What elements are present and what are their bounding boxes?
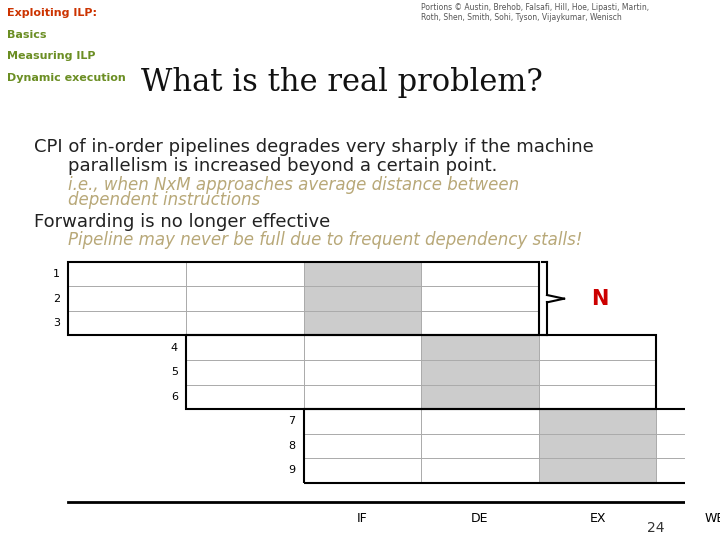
Text: Basics: Basics (7, 30, 46, 40)
Bar (421, 335, 539, 409)
Text: parallelism is increased beyond a certain point.: parallelism is increased beyond a certai… (68, 157, 498, 174)
Bar (186, 335, 657, 409)
Text: IF: IF (357, 512, 368, 525)
Text: WB: WB (705, 512, 720, 525)
Text: 5: 5 (171, 367, 178, 377)
Bar (304, 262, 421, 335)
Text: Forwarding is no longer effective: Forwarding is no longer effective (35, 213, 330, 231)
Text: 8: 8 (288, 441, 295, 451)
Text: Exploiting ILP:: Exploiting ILP: (7, 8, 97, 18)
Text: DE: DE (471, 512, 489, 525)
Text: Measuring ILP: Measuring ILP (7, 51, 95, 62)
Text: Portions © Austin, Brehob, Falsafi, Hill, Hoe, Lipasti, Martin,
Roth, Shen, Smit: Portions © Austin, Brehob, Falsafi, Hill… (421, 3, 649, 22)
Bar (539, 409, 657, 483)
Text: dependent instructions: dependent instructions (68, 191, 261, 208)
Text: Pipeline may never be full due to frequent dependency stalls!: Pipeline may never be full due to freque… (68, 231, 582, 249)
Text: 3: 3 (53, 318, 60, 328)
Text: What is the real problem?: What is the real problem? (141, 68, 543, 98)
Bar (68, 262, 539, 335)
Text: 4: 4 (171, 343, 178, 353)
Text: 7: 7 (288, 416, 295, 426)
Text: 6: 6 (171, 392, 178, 402)
Text: N: N (592, 289, 609, 309)
Text: 2: 2 (53, 294, 60, 303)
Text: CPI of in-order pipelines degrades very sharply if the machine: CPI of in-order pipelines degrades very … (35, 138, 594, 156)
Text: 1: 1 (53, 269, 60, 279)
Text: i.e., when NxM approaches average distance between: i.e., when NxM approaches average distan… (68, 176, 520, 193)
Text: 24: 24 (647, 521, 664, 535)
Text: 9: 9 (288, 465, 295, 475)
Bar (304, 409, 720, 483)
Text: EX: EX (589, 512, 606, 525)
Text: Dynamic execution: Dynamic execution (7, 73, 125, 83)
